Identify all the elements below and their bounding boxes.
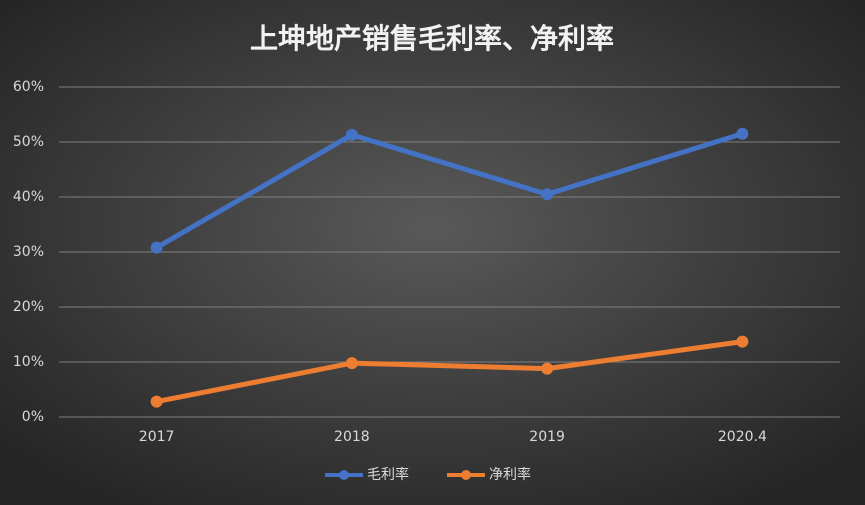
- chart-title: 上坤地产销售毛利率、净利率: [250, 22, 614, 55]
- legend-label: 毛利率: [367, 466, 409, 483]
- series-line: [155, 131, 744, 250]
- data-point: [150, 241, 163, 254]
- data-point: [736, 127, 749, 140]
- x-tick-label: 2018: [334, 429, 370, 445]
- y-tick-label: 60%: [13, 79, 44, 95]
- x-tick-label: 2020.4: [718, 429, 767, 445]
- y-tick-label: 20%: [13, 299, 44, 315]
- data-point: [345, 128, 358, 141]
- y-tick-label: 10%: [13, 354, 44, 370]
- data-point: [541, 188, 554, 201]
- x-tick-label: 2019: [529, 429, 565, 445]
- data-point: [736, 335, 749, 348]
- y-tick-label: 30%: [13, 244, 44, 260]
- data-point: [150, 395, 163, 408]
- series-line: [156, 339, 743, 405]
- y-tick-label: 50%: [13, 134, 44, 150]
- legend-label: 净利率: [489, 466, 531, 483]
- legend-marker: [461, 470, 471, 480]
- x-tick-label: 2017: [139, 429, 175, 445]
- data-point: [345, 357, 358, 370]
- y-tick-label: 40%: [13, 189, 44, 205]
- y-tick-label: 0%: [22, 409, 44, 425]
- data-point: [541, 362, 554, 375]
- legend-marker: [339, 470, 349, 480]
